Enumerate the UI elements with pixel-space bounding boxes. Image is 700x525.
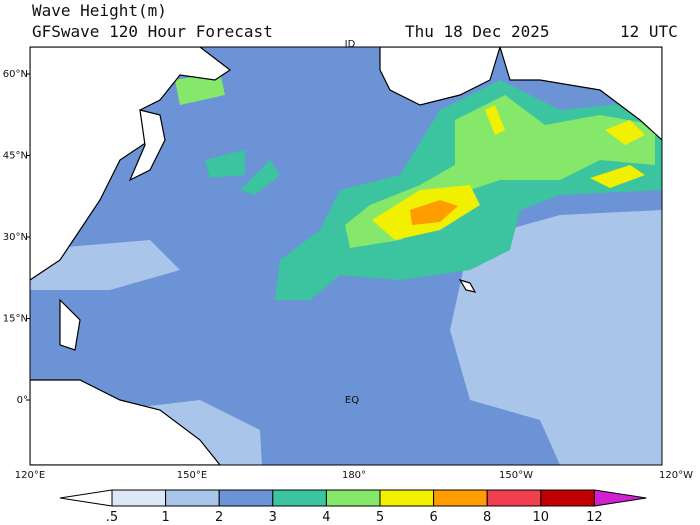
- colorbar-box: [272, 489, 327, 507]
- alaska: [379, 47, 501, 106]
- colorbar-label: 8: [483, 510, 491, 525]
- lat-label: 45°N: [3, 151, 28, 162]
- hawaii: [458, 278, 477, 293]
- wave-area: [605, 120, 645, 145]
- lon-label: 120°E: [15, 470, 45, 481]
- philippines: [59, 298, 81, 351]
- time: 12 UTC: [620, 22, 678, 41]
- colorbar-box: [165, 489, 220, 507]
- wave-area: [240, 160, 280, 195]
- lon-label: 150°E: [177, 470, 207, 481]
- colorbar-label: 5: [376, 510, 384, 525]
- calm-area: [450, 210, 662, 465]
- australasia: [30, 379, 221, 465]
- colorbar-box: [325, 489, 381, 507]
- wave-area: [485, 105, 505, 135]
- lat-label: 15°N: [3, 314, 28, 325]
- colorbar-box: [111, 489, 167, 507]
- map-frame: [29, 46, 663, 466]
- date: Thu 18 Dec 2025: [405, 22, 550, 41]
- wave-area: [205, 150, 245, 178]
- map: [30, 47, 662, 465]
- japan: [128, 109, 166, 182]
- wave-area: [175, 72, 225, 105]
- colorbar-arrow: [59, 489, 113, 507]
- calm-area: [30, 240, 180, 290]
- colorbar-label: 1: [161, 510, 169, 525]
- colorbar-box: [218, 489, 274, 507]
- title: Wave Height(m): [32, 1, 167, 20]
- lon-label: 120°W: [659, 470, 693, 481]
- colorbar-box: [486, 489, 542, 507]
- eq-label: EQ: [345, 395, 359, 406]
- colorbar-box: [379, 489, 435, 507]
- colorbar-label: 10: [533, 510, 550, 525]
- colorbar-label: 6: [429, 510, 437, 525]
- colorbar-label: .5: [106, 510, 118, 525]
- colorbar-box: [540, 489, 595, 507]
- wave-area: [590, 165, 645, 188]
- lat-label: 0°: [17, 395, 28, 406]
- lat-label: 60°N: [3, 69, 28, 80]
- north-america: [499, 47, 662, 141]
- lat-label: 30°N: [3, 232, 28, 243]
- colorbar-label: 12: [586, 510, 603, 525]
- id-label: ID: [345, 39, 356, 50]
- lon-label: 180°: [342, 470, 366, 481]
- colorbar-label: 4: [322, 510, 330, 525]
- colorbar-label: 2: [215, 510, 223, 525]
- subtitle: GFSwave 120 Hour Forecast: [32, 22, 273, 41]
- lon-label: 150°W: [499, 470, 533, 481]
- colorbar-label: 3: [269, 510, 277, 525]
- colorbar-arrow: [593, 489, 647, 507]
- colorbar-box: [433, 489, 488, 507]
- wave-area: [410, 200, 458, 225]
